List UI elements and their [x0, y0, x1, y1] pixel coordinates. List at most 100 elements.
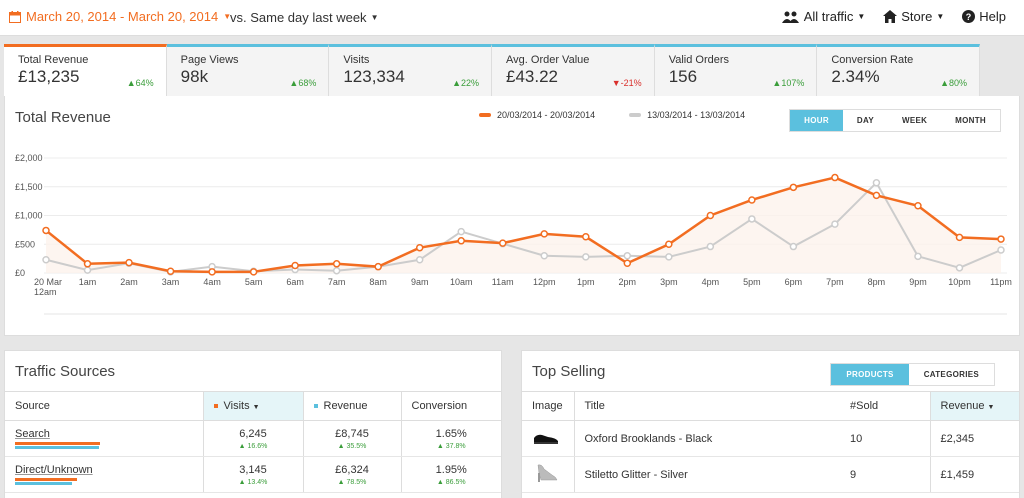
data-point-current [332, 260, 341, 268]
legend-item-previous[interactable]: 13/03/2014 - 13/03/2014 [629, 110, 745, 120]
data-point-previous [332, 266, 341, 275]
svg-text:?: ? [966, 12, 972, 22]
col-conversion[interactable]: Conversion [400, 391, 501, 421]
sort-down-icon: ▼ [252, 404, 260, 411]
x-tick-label: 1pm [577, 277, 595, 287]
x-tick-label: 5pm [743, 277, 761, 287]
kpi-label: Visits [343, 54, 370, 66]
tab-month[interactable]: MONTH [941, 110, 1000, 131]
kpi-avg-order-value[interactable]: Avg. Order Value £43.22 ▼-21% [492, 44, 655, 97]
source-link[interactable]: Direct/Unknown [15, 464, 93, 476]
data-point-current [291, 261, 299, 270]
kpi-conversion-rate[interactable]: Conversion Rate 2.34% ▲80% [817, 44, 981, 97]
y-tick-label: £1,500 [15, 182, 43, 192]
y-tick-label: £500 [15, 239, 35, 249]
sold-cell: 10 [840, 420, 930, 457]
data-point-current [374, 262, 382, 271]
col-title[interactable]: Title [573, 391, 840, 421]
source-link[interactable]: Search [15, 428, 50, 440]
data-point-current [665, 240, 673, 248]
tab-hour[interactable]: HOUR [790, 110, 843, 131]
data-point-current [748, 196, 756, 204]
granularity-toggle: HOUR DAY WEEK MONTH [789, 109, 1001, 132]
chevron-down-icon: ▼ [223, 12, 232, 21]
data-point-current [914, 201, 922, 210]
sort-down-icon: ▼ [987, 404, 995, 411]
product-thumbnail [534, 434, 558, 444]
top-nav: All traffic ▼ Store ▼ ? Help [781, 9, 1006, 24]
kpi-label: Avg. Order Value [506, 54, 590, 66]
data-point-current [83, 260, 92, 268]
chevron-down-icon: ▼ [857, 12, 866, 21]
data-point-previous [955, 264, 964, 272]
kpi-change: ▲107% [772, 78, 805, 88]
legend-label: 20/03/2014 - 20/03/2014 [497, 110, 596, 120]
data-point-previous [748, 215, 756, 223]
legend-label: 13/03/2014 - 13/03/2014 [647, 110, 746, 120]
kpi-value: £43.22 [506, 67, 559, 86]
tab-week[interactable]: WEEK [887, 110, 942, 131]
data-point-previous [914, 252, 922, 261]
help-link[interactable]: ? Help [962, 9, 1006, 24]
kpi-change: ▲68% [289, 78, 317, 88]
tab-products[interactable]: PRODUCTS [831, 364, 909, 385]
col-revenue[interactable]: Revenue [302, 391, 401, 421]
revenue-cell: £2,345 [929, 420, 1019, 457]
series-line-current [45, 176, 1002, 274]
help-label: Help [979, 9, 1006, 24]
data-point-previous [831, 220, 839, 228]
store-label: Store [901, 9, 933, 24]
help-icon: ? [962, 10, 976, 23]
calendar-icon [9, 10, 21, 23]
x-tick-label: 7am [328, 277, 346, 287]
col-sold[interactable]: #Sold [840, 391, 930, 421]
orange-swatch [213, 404, 218, 409]
table-row: Direct/Unknown 3,145 ▲ 13.4% £6,324 ▲ 78.5… [5, 456, 501, 493]
table-row: Stiletto Glitter - Silver 9 £1,459 [522, 456, 1019, 493]
data-point-previous [42, 256, 50, 264]
kpi-visits[interactable]: Visits 123,334 ▲22% [329, 44, 493, 97]
data-point-previous [789, 242, 798, 251]
data-point-current [997, 235, 1005, 243]
data-point-previous [665, 253, 673, 261]
data-point-previous [582, 253, 590, 261]
visits-bar [15, 442, 100, 445]
col-revenue[interactable]: Revenue ▼ [929, 391, 1019, 421]
series-line-previous [45, 181, 1002, 273]
tab-categories[interactable]: CATEGORIES [908, 364, 994, 385]
kpi-total-revenue[interactable]: Total Revenue £13,235 ▲64% [4, 44, 167, 97]
data-point-current [249, 268, 258, 276]
data-point-previous [83, 266, 92, 274]
kpi-change: ▲22% [452, 78, 480, 88]
store-menu[interactable]: Store ▼ [883, 9, 944, 24]
legend-item-current[interactable]: 20/03/2014 - 20/03/2014 [479, 110, 595, 120]
visits-bar [15, 478, 77, 481]
x-tick-label: 11am [492, 277, 514, 287]
kpi-valid-orders[interactable]: Valid Orders 156 ▲107% [654, 44, 818, 97]
date-range-label: March 20, 2014 - March 20, 2014 [26, 9, 219, 24]
chevron-down-icon: ▼ [370, 13, 379, 22]
data-point-current [706, 211, 715, 220]
y-tick-label: £2,000 [15, 153, 43, 163]
data-point-previous [706, 242, 715, 251]
kpi-tabs: Total Revenue £13,235 ▲64% Page Views 98… [4, 44, 981, 97]
top-selling-toggle: PRODUCTS CATEGORIES [830, 363, 995, 386]
x-tick-label: 10am [450, 277, 473, 287]
kpi-page-views[interactable]: Page Views 98k ▲68% [166, 44, 330, 97]
x-tick-label: 2am [120, 277, 138, 287]
compare-selector[interactable]: vs. Same day last week ▼ [230, 10, 378, 25]
data-point-previous [540, 252, 549, 260]
x-tick-label: 12pm [533, 277, 556, 287]
product-thumbnail [537, 464, 558, 482]
series-area [46, 177, 1001, 273]
date-range-picker[interactable]: March 20, 2014 - March 20, 2014 ▼ [9, 9, 231, 24]
data-point-current [415, 243, 424, 252]
data-point-current [498, 239, 507, 247]
data-point-current [42, 226, 50, 235]
tab-day[interactable]: DAY [842, 110, 888, 131]
col-visits[interactable]: Visits ▼ [202, 391, 303, 421]
all-traffic-menu[interactable]: All traffic ▼ [781, 9, 866, 24]
x-tick-label: 20 Mar [34, 277, 62, 287]
kpi-change: ▲80% [940, 78, 968, 88]
data-point-previous [415, 256, 424, 264]
